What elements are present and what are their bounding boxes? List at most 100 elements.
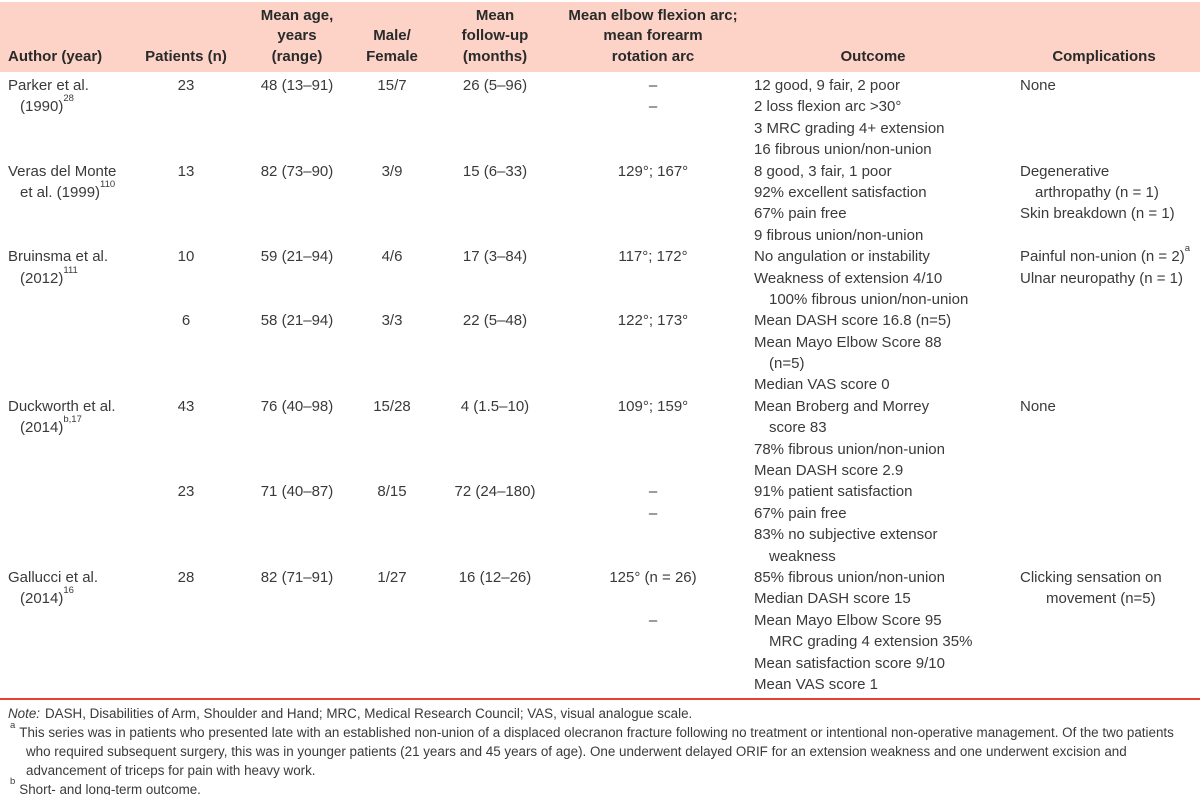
- header-line: Male/: [373, 27, 411, 44]
- cell-line: 8 good, 3 fair, 1 poor: [754, 162, 892, 180]
- outcome-cell: 12 good, 9 fair, 2 poor 2 loss flexion ar…: [738, 75, 1008, 161]
- header-cell-complications: Complications: [1008, 47, 1200, 68]
- cell-line: Painful non-union (n = 2)a: [1020, 243, 1190, 266]
- cell-line: 23: [177, 483, 195, 501]
- cell-line: (2014)16: [20, 585, 74, 608]
- table-row: Duckworth et al. (2014)b,17 43 76 (40–98) 15…: [0, 396, 1200, 482]
- age-cell: 82 (73–90): [232, 161, 362, 247]
- cell-line: 4 (1.5–10): [460, 397, 530, 415]
- cell-line: Ulnar neuropathy (n = 1): [1020, 269, 1184, 287]
- author-cell: Parker et al. (1990)28: [0, 75, 140, 161]
- outcome-cell: No angulation or instability Weakness of …: [738, 246, 1008, 310]
- cell-line: 117°; 172°: [618, 248, 688, 266]
- cell-line: Median DASH score 15: [754, 590, 911, 608]
- cell-line: Mean Mayo Elbow Score 88: [754, 333, 942, 351]
- author-cell: Gallucci et al. (2014)16: [0, 567, 140, 695]
- male-female-cell: 8/15: [362, 481, 422, 567]
- patients-cell: 28: [140, 567, 232, 695]
- cell-line: 92% excellent satisfaction: [754, 183, 927, 201]
- table-row: Veras del Monte et al. (1999)110 13 82 (73–…: [0, 161, 1200, 247]
- male-female-cell: 3/3: [362, 310, 422, 396]
- cell-line: 78% fibrous union/non-union: [754, 440, 945, 458]
- author-cell: Duckworth et al. (2014)b,17: [0, 396, 140, 482]
- superscript: 111: [63, 264, 78, 276]
- superscript: b,17: [63, 414, 82, 426]
- cell-line: –: [648, 483, 658, 501]
- header-line: Patients (n): [145, 47, 227, 65]
- header-line: Author (year): [8, 47, 103, 65]
- table-row: Parker et al. (1990)28 23 48 (13–91) 15/7 26 …: [0, 75, 1200, 161]
- cell-line: 1/27: [377, 568, 407, 586]
- age-cell: 48 (13–91): [232, 75, 362, 161]
- cell-line: et al. (1999)110: [20, 178, 116, 201]
- cell-line: 85% fibrous union/non-union: [754, 568, 945, 586]
- complications-cell: Painful non-union (n = 2)a Ulnar neuropat…: [1008, 243, 1200, 310]
- header-line: Mean: [475, 6, 515, 24]
- table-body: Parker et al. (1990)28 23 48 (13–91) 15/7 26 …: [0, 72, 1200, 695]
- cell-line: arthropathy (n = 1): [1035, 183, 1159, 201]
- flexion-cell: 117°; 172°: [568, 246, 738, 310]
- cell-line: 16 fibrous union/non-union: [754, 141, 932, 159]
- cell-line: 48 (13–91): [260, 77, 334, 94]
- note-text: DASH, Disabilities of Arm, Shoulder and …: [45, 706, 693, 722]
- complications-cell: Degenerative arthropathy (n = 1) Skin brea…: [1008, 161, 1200, 247]
- cell-line: 71 (40–87): [260, 483, 334, 501]
- cell-line: 82 (71–91): [260, 568, 334, 586]
- patients-cell: 10: [140, 246, 232, 310]
- cell-line: 8/15: [377, 483, 407, 501]
- header-cell-flexion: Mean elbow flexion arc; mean forearm rotat…: [568, 6, 738, 68]
- cell-line: –: [648, 98, 658, 116]
- cell-line: Gallucci et al.: [8, 568, 99, 586]
- age-cell: 71 (40–87): [232, 481, 362, 567]
- outcome-cell: 8 good, 3 fair, 1 poor 92% excellent sati…: [738, 161, 1008, 247]
- complications-cell: [1008, 481, 1200, 567]
- cell-line: 58 (21–94): [260, 312, 334, 330]
- cell-line: –: [648, 77, 658, 94]
- header-cell-male-female: Male/Female: [362, 26, 422, 67]
- cell-line: Parker et al.: [8, 77, 89, 94]
- footnote-a: a This series was in patients who present…: [10, 719, 1174, 778]
- cell-line: 59 (21–94): [260, 248, 334, 266]
- table-note: Note: DASH, Disabilities of Arm, Shoulder…: [5, 705, 1194, 724]
- cell-line: Degenerative: [1020, 162, 1110, 180]
- header-cell-patients: Patients (n): [140, 47, 232, 68]
- follow-up-cell: 72 (24–180): [422, 481, 568, 567]
- cell-line: 10: [177, 248, 195, 266]
- header-line: Mean elbow flexion arc;: [568, 6, 738, 24]
- cell-line: –: [648, 504, 658, 522]
- cell-line: –: [648, 611, 658, 629]
- complications-cell: Clicking sensation on movement (n=5): [1008, 567, 1200, 695]
- cell-line: 28: [177, 568, 195, 586]
- cell-line: 3 MRC grading 4+ extension: [754, 119, 945, 137]
- follow-up-cell: 17 (3–84): [422, 246, 568, 310]
- outcome-cell: 91% patient satisfaction 67% pain free 83%…: [738, 481, 1008, 567]
- patients-cell: 6: [140, 310, 232, 396]
- header-cell-outcome: Outcome: [738, 47, 1008, 68]
- header-line: years: [277, 27, 317, 44]
- cell-line: Weakness of extension 4/10: [754, 269, 943, 287]
- cell-line: Clicking sensation on: [1020, 568, 1162, 586]
- superscript: a: [1184, 243, 1190, 255]
- cell-line: (1990)28: [20, 93, 74, 116]
- cell-line: (2012)111: [20, 264, 78, 287]
- superscript: 16: [63, 585, 74, 597]
- author-cell: [0, 481, 140, 567]
- cell-line: 15/7: [377, 77, 407, 94]
- age-cell: 76 (40–98): [232, 396, 362, 482]
- follow-up-cell: 15 (6–33): [422, 161, 568, 247]
- footnote-b: b Short- and long-term outcome.: [10, 776, 201, 795]
- superscript: 28: [63, 93, 74, 105]
- cell-line: 3/3: [381, 312, 403, 330]
- header-cell-follow-up: Mean follow-up (months): [422, 6, 568, 68]
- cell-line: Mean Mayo Elbow Score 95: [754, 611, 942, 629]
- cell-line: 82 (73–90): [260, 162, 334, 180]
- footnotes: Note: DASH, Disabilities of Arm, Shoulder…: [0, 700, 1200, 795]
- age-cell: 82 (71–91): [232, 567, 362, 695]
- male-female-cell: 15/28: [362, 396, 422, 482]
- cell-line: 15 (6–33): [462, 162, 528, 180]
- header-line: Mean age,: [260, 6, 334, 24]
- cell-line: 6: [181, 312, 191, 330]
- table-row: Gallucci et al. (2014)16 28 82 (71–91) 1/27 1…: [0, 567, 1200, 695]
- cell-line: 76 (40–98): [260, 397, 334, 415]
- cell-line: 125° (n = 26): [609, 568, 697, 586]
